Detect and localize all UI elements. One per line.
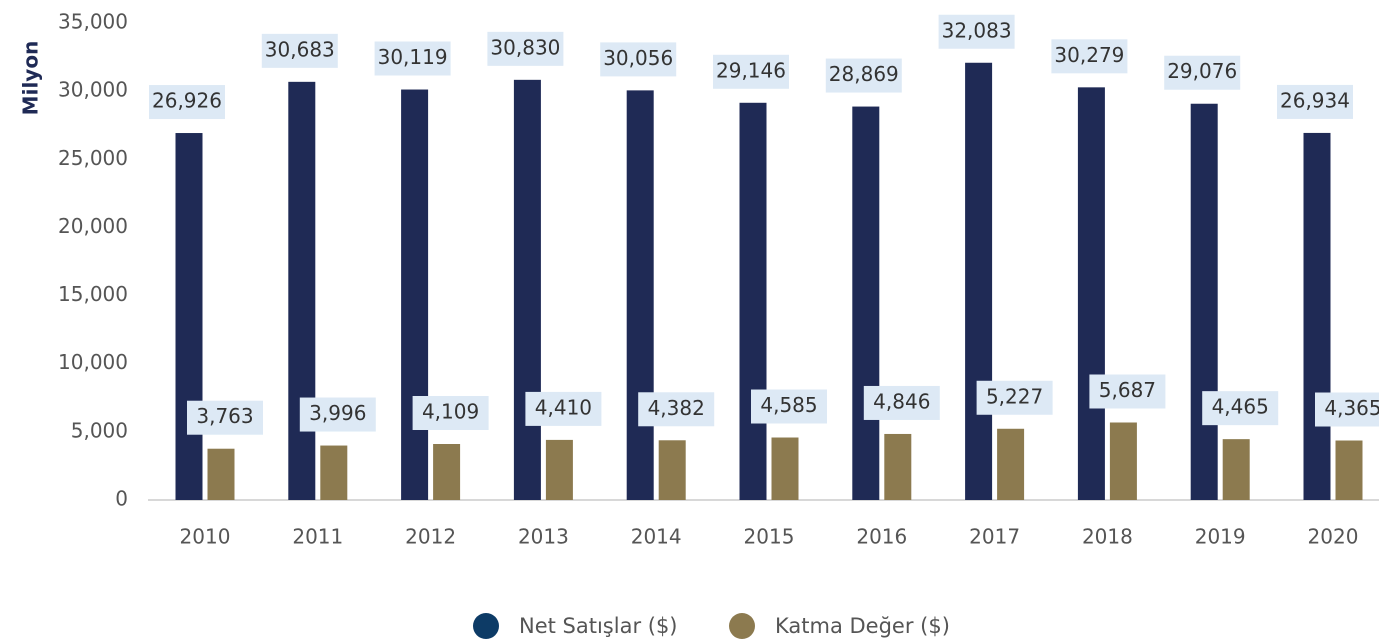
x-tick-label: 2010 — [180, 525, 231, 549]
legend-marker — [729, 613, 755, 639]
bar — [965, 62, 993, 500]
data-label-box — [1089, 374, 1166, 409]
data-label: 4,365 — [1324, 396, 1379, 420]
bar — [288, 81, 316, 501]
bar — [852, 106, 880, 501]
bar — [433, 444, 461, 500]
bar — [545, 439, 573, 500]
y-tick-label: 30,000 — [58, 78, 128, 102]
data-label: 4,585 — [760, 393, 817, 417]
data-label: 4,846 — [873, 389, 930, 413]
x-tick-label: 2015 — [744, 525, 795, 549]
bar — [401, 89, 429, 500]
data-label-box — [412, 396, 489, 431]
bar — [626, 90, 654, 501]
bar — [320, 445, 348, 500]
y-tick-label: 5,000 — [71, 418, 128, 442]
data-label: 30,056 — [603, 46, 673, 70]
data-label-box — [976, 380, 1053, 415]
data-label: 5,687 — [1099, 378, 1156, 402]
bar — [1077, 87, 1105, 500]
data-label: 30,830 — [490, 35, 560, 59]
data-label: 3,996 — [309, 401, 366, 425]
data-label: 4,382 — [648, 396, 705, 420]
y-tick-label: 15,000 — [58, 282, 128, 306]
data-label: 26,934 — [1280, 88, 1350, 112]
data-label-box — [261, 33, 338, 68]
x-tick-label: 2011 — [292, 525, 343, 549]
data-label-box — [487, 31, 564, 66]
data-label: 4,410 — [535, 395, 592, 419]
legend-label: Katma Değer ($) — [775, 614, 950, 638]
bar — [1190, 103, 1218, 500]
bar — [1303, 132, 1331, 501]
data-label-box — [149, 85, 225, 120]
data-label-box — [1315, 392, 1379, 427]
legend-marker — [473, 613, 499, 639]
data-label-box — [825, 58, 902, 93]
data-label-box — [299, 397, 376, 432]
x-tick-label: 2019 — [1195, 525, 1246, 549]
bar — [739, 102, 767, 501]
data-label-box — [374, 41, 451, 76]
data-label: 29,076 — [1167, 59, 1237, 83]
data-label-box — [187, 400, 263, 435]
data-label: 5,227 — [986, 384, 1043, 408]
y-tick-label: 20,000 — [58, 214, 128, 238]
y-axis-label: Milyon — [19, 41, 43, 116]
bar — [1335, 440, 1363, 500]
data-label-box — [751, 389, 827, 424]
bar — [884, 433, 912, 500]
data-label-box — [713, 54, 789, 89]
data-label-box — [600, 42, 677, 77]
bar — [658, 440, 686, 500]
x-tick-label: 2013 — [518, 525, 569, 549]
y-tick-label: 0 — [115, 487, 128, 511]
y-tick-label: 25,000 — [58, 146, 128, 170]
x-tick-label: 2016 — [856, 525, 907, 549]
bar — [1109, 422, 1137, 500]
data-label: 30,279 — [1054, 43, 1124, 67]
x-tick-label: 2017 — [969, 525, 1020, 549]
data-label: 32,083 — [942, 18, 1012, 42]
data-label: 26,926 — [152, 89, 222, 113]
legend-label: Net Satışlar ($) — [519, 614, 678, 638]
data-label: 29,146 — [716, 58, 786, 82]
y-tick-label: 35,000 — [58, 10, 128, 34]
data-label: 3,763 — [196, 404, 253, 428]
bar — [771, 437, 799, 500]
data-label: 30,119 — [378, 45, 448, 69]
data-label-box — [1051, 39, 1128, 74]
data-label-box — [1277, 84, 1353, 119]
data-label: 30,683 — [265, 37, 335, 61]
bar — [207, 448, 235, 500]
x-tick-label: 2014 — [631, 525, 682, 549]
x-tick-label: 2012 — [405, 525, 456, 549]
bar — [175, 133, 203, 500]
data-label-box — [863, 385, 940, 420]
data-label-box — [1202, 391, 1279, 426]
bar — [513, 79, 541, 500]
data-label: 4,109 — [422, 400, 479, 424]
x-tick-label: 2018 — [1082, 525, 1133, 549]
bar — [1222, 439, 1250, 500]
data-label-box — [638, 392, 715, 427]
data-label: 28,869 — [829, 62, 899, 86]
data-label-box — [1164, 55, 1241, 90]
data-label: 4,465 — [1212, 395, 1269, 419]
bar — [997, 428, 1025, 500]
y-tick-label: 10,000 — [58, 350, 128, 374]
x-tick-label: 2020 — [1308, 525, 1359, 549]
data-label-box — [938, 14, 1015, 49]
data-label-box — [525, 391, 602, 426]
